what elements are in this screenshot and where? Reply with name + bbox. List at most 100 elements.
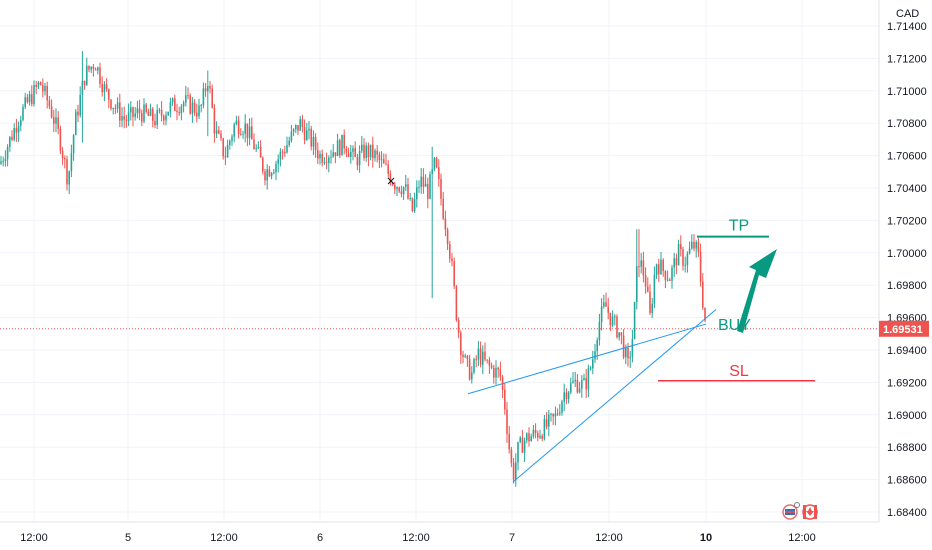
candle-body [605,302,607,307]
candle-body [455,286,458,321]
candle-body [479,348,482,365]
candle-body [350,151,352,157]
candle-body [396,187,398,190]
candle-body [99,67,101,84]
candle-body [633,302,636,340]
candle-body [13,128,15,140]
candle-body [424,183,427,187]
candle-body [279,151,282,160]
candle-body [277,159,279,164]
last-price-badge [879,320,929,337]
candle-body [132,107,134,117]
candle-body [499,369,502,377]
candle-body [589,368,592,370]
candle-body [367,145,370,158]
candle-body [495,367,497,378]
candle-body [543,419,546,439]
candle-body [629,356,631,359]
candle-body [262,157,264,172]
drawings[interactable]: TP SL BUY [387,177,815,483]
candle-body [70,153,73,172]
y-tick-label: 1.71400 [887,21,927,33]
candle-body [493,367,495,378]
candle-body [497,367,499,370]
candle-body [48,100,51,107]
candle-body [473,359,475,373]
y-tick-label: 1.69400 [887,345,927,357]
candle-body [677,244,680,266]
candle-body [655,264,658,276]
candle-body [651,303,653,313]
candle-body [521,437,524,453]
candle-body [125,119,128,121]
economic-event-icon[interactable] [782,504,798,520]
candle-body [609,312,612,326]
candle-body [369,144,372,158]
candle-body [532,429,535,437]
candle-body [163,115,165,121]
candle-body [372,144,374,159]
candle-body [354,148,356,158]
candle-body [508,433,510,450]
candle-body [638,266,640,268]
candle-body [259,147,262,158]
candle-body [123,116,125,120]
candle-body [435,157,438,168]
candle-body [215,130,218,134]
candle-body [251,126,253,140]
candle-body [268,169,271,177]
candle-body [110,99,112,109]
candle-body [226,144,229,158]
candle-body [534,429,537,434]
candle-body [539,435,541,438]
candle-body [187,95,189,97]
candle-body [286,145,288,153]
candle-body [242,133,244,135]
candle-body [233,124,235,137]
candle-body [431,169,433,174]
candle-body [35,84,37,87]
candle-body [130,107,132,113]
candle-body [44,86,46,92]
candle-body [189,95,191,114]
candle-body [394,184,396,190]
candle-body [625,347,627,358]
candle-body [28,94,31,103]
candle-body [284,152,286,154]
candle-body [389,173,392,184]
candle-body [438,167,440,179]
candle-body [103,84,106,93]
candle-body [297,125,299,131]
candle-body [145,104,147,112]
candle-body [204,88,207,92]
candle-body [477,348,480,360]
candle-body [79,94,81,116]
buy-arrow[interactable] [737,249,777,333]
canada-flag-icon[interactable] [802,504,818,520]
candle-body [11,136,13,140]
candle-body [644,275,647,287]
candle-body [378,154,381,161]
candle-body [556,413,559,415]
candle-body [295,125,297,130]
candle-body [686,253,689,266]
x-tick-label: 6 [317,532,323,544]
candle-body [490,365,493,368]
candle-body [68,171,70,185]
candle-body [46,86,48,101]
candle-body [653,275,656,304]
candle-body [442,198,444,219]
candle-body [213,107,216,134]
candle-body [418,186,420,188]
candle-body [207,86,209,92]
trendline[interactable] [467,323,707,395]
x-tick-label: 12:00 [210,532,238,544]
y-tick-label: 1.70600 [887,151,927,163]
candle-body [660,259,662,275]
candle-body [563,392,565,402]
trendline[interactable] [512,309,717,483]
candle-body [273,172,275,174]
